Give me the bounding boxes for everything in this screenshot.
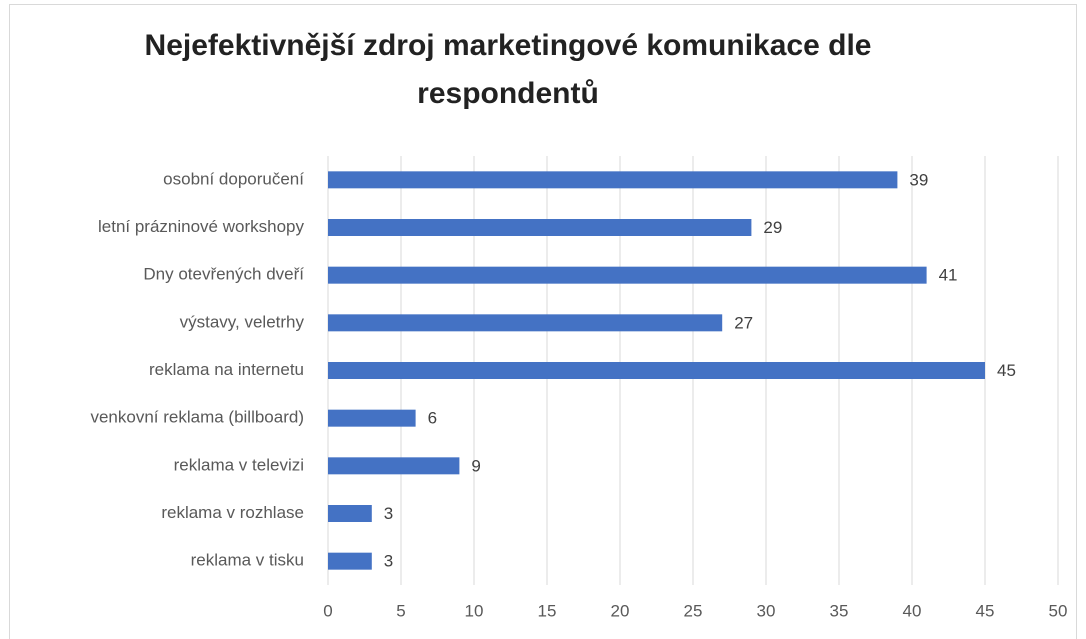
bar: [328, 362, 985, 379]
data-label: 3: [384, 552, 393, 571]
x-tick-label: 10: [465, 601, 484, 620]
bar: [328, 409, 416, 427]
y-tick-label: výstavy, veletrhy: [180, 312, 305, 331]
x-tick-label: 20: [611, 601, 630, 620]
bar: [328, 219, 752, 236]
bar: [328, 266, 927, 284]
x-tick-label: 30: [757, 601, 776, 620]
x-tick-label: 50: [1049, 601, 1068, 620]
bar: [328, 457, 460, 475]
x-tick-label: 0: [323, 601, 332, 620]
chart-title: Nejefektivnější zdroj marketingové komun…: [144, 29, 872, 110]
x-tick-label: 35: [830, 601, 849, 620]
y-tick-label: reklama v tisku: [191, 551, 304, 570]
x-tick-label: 40: [903, 601, 922, 620]
y-tick-label: reklama v televizi: [174, 455, 304, 474]
data-label: 3: [384, 504, 393, 523]
x-tick-label: 25: [684, 601, 703, 620]
chart-frame: [9, 4, 1077, 639]
bar: [328, 505, 372, 522]
bar: [328, 171, 898, 189]
y-tick-label: reklama na internetu: [149, 360, 304, 379]
y-tick-label: Dny otevřených dveří: [143, 265, 304, 284]
data-label: 6: [428, 409, 437, 428]
bar: [328, 552, 372, 570]
data-label: 39: [909, 170, 928, 189]
data-label: 45: [997, 361, 1016, 380]
y-tick-label: osobní doporučení: [163, 169, 304, 188]
y-tick-label: reklama v rozhlase: [161, 503, 304, 522]
data-label: 29: [763, 218, 782, 237]
x-tick-label: 15: [538, 601, 557, 620]
x-tick-label: 5: [396, 601, 405, 620]
y-tick-label: venkovní reklama (billboard): [90, 408, 304, 427]
bar: [328, 314, 723, 332]
y-tick-label: letní prázninové workshopy: [98, 217, 305, 236]
x-tick-label: 45: [976, 601, 995, 620]
data-label: 41: [939, 266, 958, 285]
data-label: 9: [471, 456, 480, 475]
data-label: 27: [734, 313, 753, 332]
